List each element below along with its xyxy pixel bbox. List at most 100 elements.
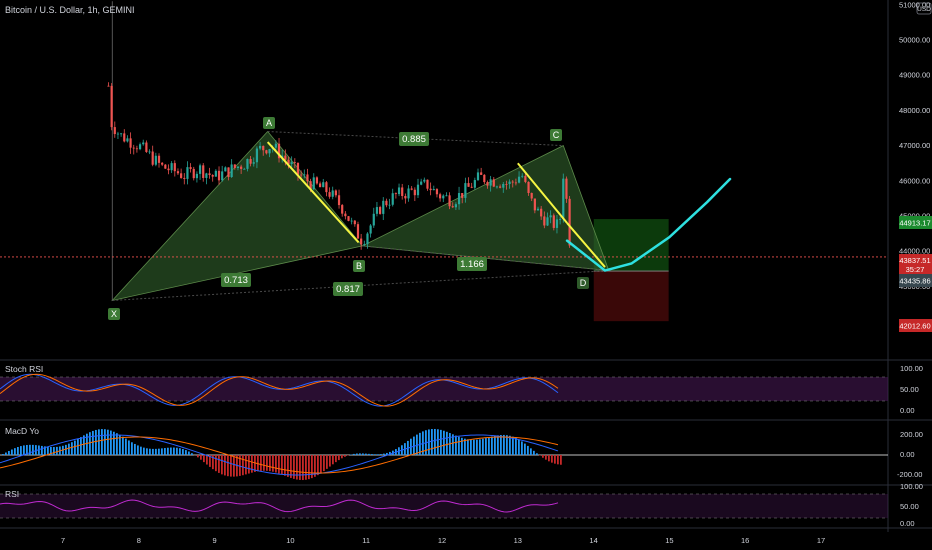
macd-histogram-bar (152, 448, 154, 455)
macd-histogram-bar (515, 437, 517, 455)
candle-body (183, 177, 186, 179)
pattern-ac-line (267, 131, 564, 147)
candle-body (536, 208, 540, 211)
macd-histogram-bar (269, 455, 271, 472)
macd-histogram-bar (383, 453, 385, 455)
candle-body (227, 167, 230, 178)
point-d-label: D (580, 278, 587, 288)
macd-histogram-bar (488, 437, 490, 455)
candle-body (334, 190, 337, 196)
macd-histogram-bar (110, 430, 112, 455)
macd-histogram-bar (35, 445, 37, 455)
macd-histogram-bar (281, 455, 283, 475)
candle-body (287, 159, 290, 165)
candle-body (148, 151, 151, 153)
macd-histogram-bar (41, 445, 43, 455)
macd-histogram-bar (107, 429, 109, 455)
macd-histogram-bar (314, 455, 316, 477)
macd-histogram-bar (290, 455, 292, 478)
macd-histogram-bar (68, 443, 70, 455)
macd-histogram-bar (266, 455, 268, 471)
macd-histogram-bar (188, 451, 190, 455)
candle-body (445, 195, 448, 197)
rsi-label[interactable]: RSI (5, 489, 19, 499)
time-tick-label: 17 (817, 536, 825, 545)
candle-body (524, 175, 527, 182)
candle-body (173, 163, 176, 172)
candle-body (502, 183, 505, 188)
candle-body (300, 174, 303, 176)
candle-body (442, 195, 445, 199)
macd-histogram-bar (119, 434, 121, 455)
macd-histogram-bar (491, 436, 493, 455)
candle-body (249, 159, 252, 164)
candle-body (290, 162, 293, 165)
candle-body (129, 138, 132, 148)
macd-histogram-bar (389, 451, 391, 455)
candle-body (363, 244, 366, 245)
macd-histogram-bar (260, 455, 262, 471)
ratio-bd-label: 1.166 (460, 259, 484, 270)
macd-histogram-bar (149, 448, 151, 455)
rsi-pane[interactable] (0, 493, 888, 519)
macd-histogram-bar (443, 430, 445, 455)
macd-histogram-bar (155, 448, 157, 455)
macd-histogram-bar (365, 453, 367, 455)
stoch-k-line (0, 373, 559, 407)
candle-body (499, 186, 502, 188)
macd-histogram-bar (284, 455, 286, 476)
time-tick-label: 10 (286, 536, 294, 545)
macd-histogram-bar (173, 447, 175, 455)
candle-body (394, 193, 397, 195)
macd-histogram-bar (524, 443, 526, 455)
macd-histogram-bar (209, 455, 211, 467)
macd-histogram-bar (215, 455, 217, 472)
macd-histogram-bar (467, 439, 469, 455)
macd-histogram-bar (497, 435, 499, 455)
macd-histogram-bar (233, 455, 235, 477)
price-tick-label: 51000.00 (899, 0, 930, 9)
candle-body (123, 133, 126, 142)
down-arrow-cd-2 (566, 222, 606, 268)
macd-histogram-bar (275, 455, 277, 473)
price-axis[interactable]: USD 51000.00 50000.00 49000.00 48000.00 4700… (887, 0, 932, 532)
stoch-rsi-pane[interactable] (0, 373, 888, 407)
candle-body (224, 167, 227, 172)
macd-histogram-bar (254, 455, 256, 472)
macd-histogram-bar (53, 447, 55, 455)
candle-body (161, 162, 164, 165)
macd-histogram-bar (197, 455, 199, 458)
candle-body (435, 189, 439, 195)
macd-histogram-bar (320, 455, 322, 474)
stoch-rsi-label[interactable]: Stoch RSI (5, 364, 43, 374)
candle-body (255, 148, 259, 163)
candle-body (517, 176, 521, 183)
macd-histogram-bar (527, 445, 529, 455)
macd-histogram-bar (200, 455, 202, 460)
candle-body (325, 182, 328, 193)
candle-body (230, 164, 233, 178)
macd-histogram-bar (239, 455, 241, 476)
macd-pane[interactable] (0, 428, 888, 481)
candle-body (277, 143, 281, 159)
candle-body (350, 220, 353, 222)
macd-histogram-bar (164, 448, 166, 455)
candle-body (208, 173, 211, 175)
symbol-title[interactable]: Bitcoin / U.S. Dollar, 1h, GEMINI (5, 5, 135, 15)
macd-histogram-bar (131, 442, 133, 455)
macd-histogram-bar (20, 446, 22, 455)
price-pane[interactable] (0, 1, 888, 322)
projection-curve (565, 177, 732, 272)
macd-histogram-bar (185, 450, 187, 455)
macd-histogram-bar (50, 446, 52, 455)
macd-label[interactable]: MacD Yo (5, 426, 39, 436)
macd-histogram-bar (305, 455, 307, 480)
candle-body (508, 181, 511, 185)
macd-histogram-bar (299, 455, 301, 480)
candle-body (514, 182, 518, 184)
time-tick-label: 13 (514, 536, 522, 545)
price-tick-label: 48000.00 (899, 106, 930, 115)
candle-body (132, 147, 135, 149)
time-axis[interactable]: 7 8 9 10 11 12 13 14 15 16 17 (61, 536, 825, 545)
